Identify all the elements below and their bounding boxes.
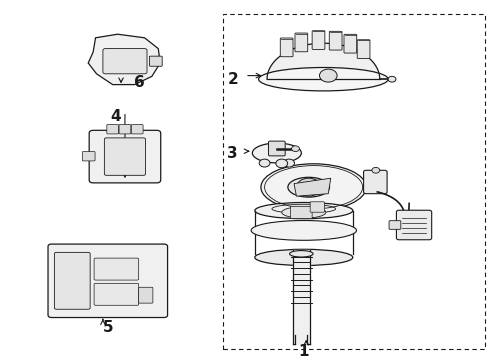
Polygon shape xyxy=(294,178,331,196)
FancyBboxPatch shape xyxy=(364,170,387,194)
FancyBboxPatch shape xyxy=(48,244,168,318)
Circle shape xyxy=(296,178,321,196)
Circle shape xyxy=(388,76,396,82)
FancyBboxPatch shape xyxy=(104,138,146,175)
Bar xyxy=(223,14,485,349)
FancyBboxPatch shape xyxy=(82,152,95,161)
Text: 4: 4 xyxy=(110,109,121,125)
FancyBboxPatch shape xyxy=(295,33,308,52)
Ellipse shape xyxy=(255,202,353,219)
Text: 1: 1 xyxy=(298,343,309,359)
FancyBboxPatch shape xyxy=(54,252,90,309)
Ellipse shape xyxy=(261,164,367,211)
Circle shape xyxy=(319,69,337,82)
Text: 2: 2 xyxy=(227,72,238,87)
FancyBboxPatch shape xyxy=(131,125,143,134)
Ellipse shape xyxy=(252,143,301,163)
Ellipse shape xyxy=(259,159,270,167)
FancyBboxPatch shape xyxy=(329,31,342,50)
Text: 6: 6 xyxy=(134,75,145,90)
Ellipse shape xyxy=(288,177,329,197)
FancyBboxPatch shape xyxy=(107,125,119,134)
FancyBboxPatch shape xyxy=(312,31,325,49)
FancyBboxPatch shape xyxy=(94,258,139,280)
Polygon shape xyxy=(267,43,380,79)
Ellipse shape xyxy=(282,207,326,218)
Polygon shape xyxy=(88,34,160,85)
FancyBboxPatch shape xyxy=(149,56,162,66)
Circle shape xyxy=(292,146,299,152)
Ellipse shape xyxy=(290,251,313,257)
FancyBboxPatch shape xyxy=(280,38,293,57)
FancyBboxPatch shape xyxy=(89,130,161,183)
FancyBboxPatch shape xyxy=(344,34,357,53)
Circle shape xyxy=(276,159,288,168)
FancyBboxPatch shape xyxy=(94,283,139,305)
FancyBboxPatch shape xyxy=(119,125,131,134)
FancyBboxPatch shape xyxy=(291,206,312,219)
Text: 3: 3 xyxy=(227,145,238,161)
FancyBboxPatch shape xyxy=(389,221,401,229)
FancyBboxPatch shape xyxy=(269,141,285,156)
FancyBboxPatch shape xyxy=(396,210,432,240)
Ellipse shape xyxy=(259,68,388,91)
Text: 5: 5 xyxy=(102,320,113,335)
FancyBboxPatch shape xyxy=(103,49,147,74)
Ellipse shape xyxy=(255,249,353,265)
Circle shape xyxy=(372,167,380,173)
FancyBboxPatch shape xyxy=(139,287,153,303)
FancyBboxPatch shape xyxy=(310,202,324,212)
FancyBboxPatch shape xyxy=(357,40,370,58)
Ellipse shape xyxy=(251,220,356,240)
Ellipse shape xyxy=(284,159,294,167)
